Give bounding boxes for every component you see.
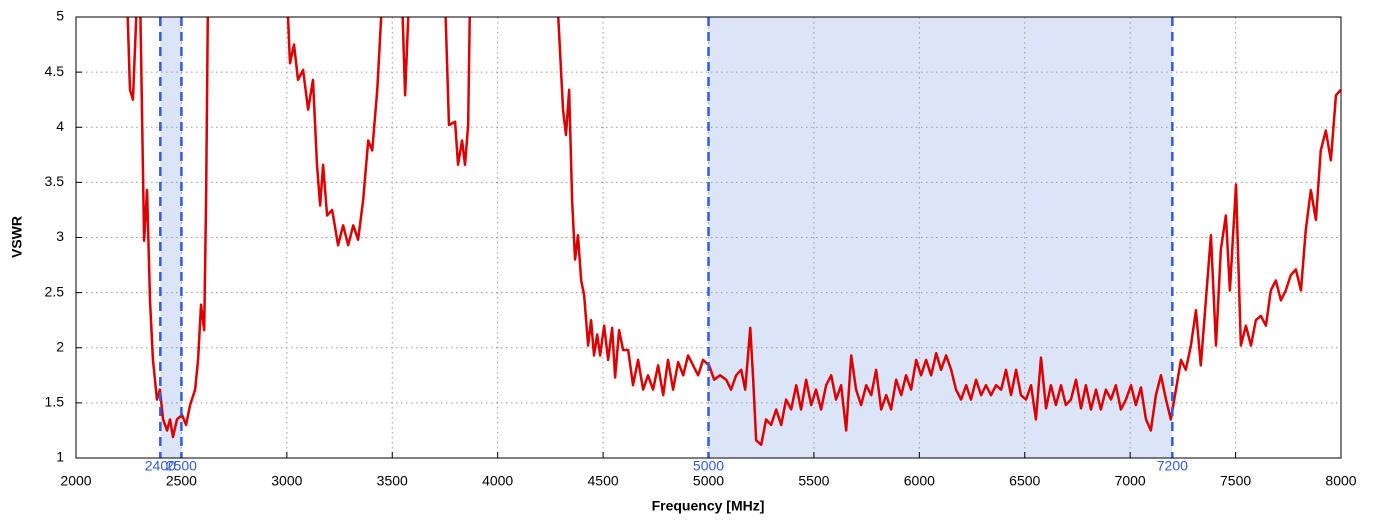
x-tick-label: 3000 — [271, 473, 302, 489]
y-axis-label: VSWR — [9, 216, 25, 258]
x-tick-label: 4000 — [482, 473, 513, 489]
y-tick-label: 2 — [56, 338, 64, 354]
shaded-band — [160, 17, 182, 458]
y-tick-label: 1 — [56, 449, 64, 465]
x-tick-label: 5500 — [798, 473, 829, 489]
line-layer — [126, 17, 1341, 447]
shaded-band — [708, 17, 1173, 458]
y-tick-label: 1.5 — [45, 394, 65, 410]
y-tick-label: 2.5 — [45, 283, 65, 299]
y-tick-label: 5 — [56, 8, 64, 24]
data-line — [126, 17, 1341, 447]
band-edge-label: 2400 — [145, 458, 176, 474]
band-edge-label: 5000 — [693, 458, 724, 474]
x-tick-label: 7500 — [1220, 473, 1251, 489]
x-tick-label: 8000 — [1325, 473, 1356, 489]
x-tick-label: 6000 — [904, 473, 935, 489]
x-tick-label: 3500 — [377, 473, 408, 489]
plot-frame — [75, 16, 1342, 459]
y-tick-label: 4.5 — [45, 63, 65, 79]
x-tick-label: 5000 — [693, 473, 724, 489]
y-tick-label: 4 — [56, 118, 64, 134]
background-layer — [160, 17, 1173, 458]
x-tick-label: 6500 — [1009, 473, 1040, 489]
band-edge-label: 7200 — [1157, 458, 1188, 474]
x-tick-label: 4500 — [588, 473, 619, 489]
axes-layer: 2000 2500 3000 3500 4000 4500 5000 5500 6000 6500… — [45, 8, 1357, 489]
band-edge-label: 2500 — [166, 458, 197, 474]
y-tick-label: 3.5 — [45, 173, 65, 189]
x-tick-label: 7000 — [1115, 473, 1146, 489]
x-tick-label: 2000 — [60, 473, 91, 489]
y-tick-label: 3 — [56, 228, 64, 244]
x-axis-label: Frequency [MHz] — [652, 498, 765, 514]
x-tick-label: 2500 — [166, 473, 197, 489]
